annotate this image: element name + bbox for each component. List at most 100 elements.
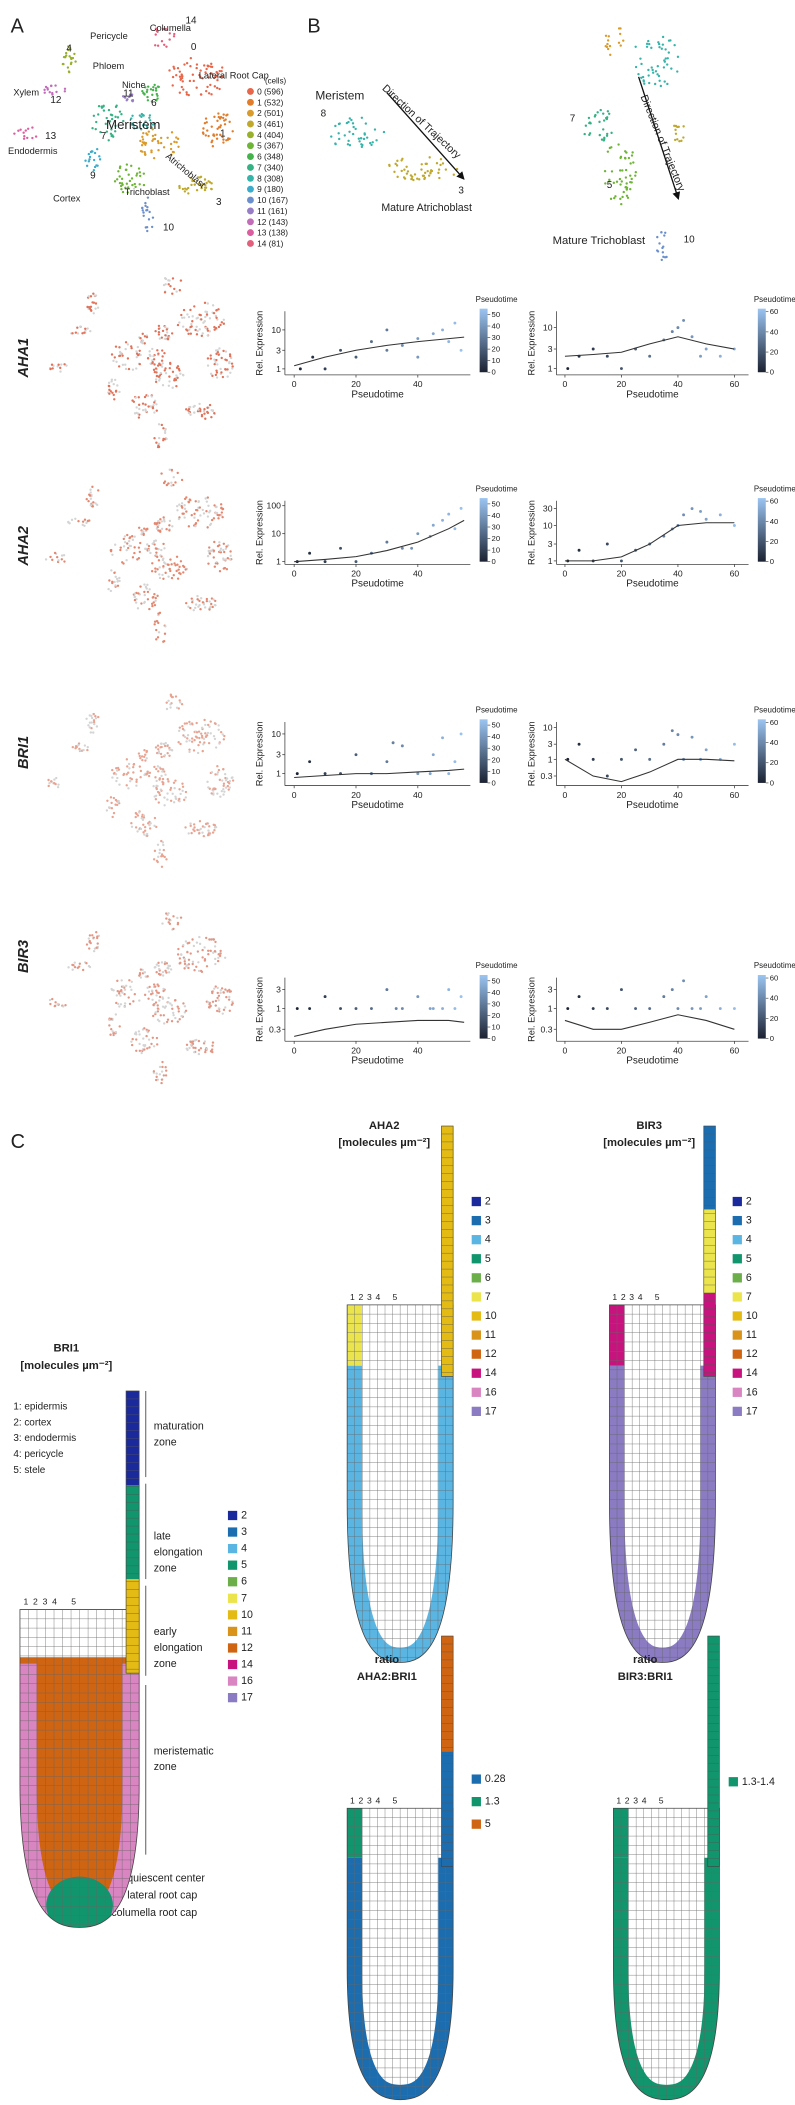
data-point (676, 326, 680, 330)
cell-dot (178, 571, 181, 575)
cell-dot (116, 580, 119, 583)
cell-dot (206, 334, 209, 337)
root-title: AHA2:BRI1 (357, 1671, 417, 1683)
cell-dot (95, 503, 99, 507)
cell-dot (160, 423, 164, 427)
panel-label: C (11, 1131, 25, 1153)
cell-dot (220, 356, 223, 360)
colorbar-tick-label: 10 (492, 767, 501, 776)
cell-dot (178, 289, 182, 292)
cell-dot (223, 566, 227, 570)
cell-dot (214, 599, 217, 603)
cell-dot (143, 825, 147, 829)
root-title: ratio (375, 1654, 400, 1666)
cell-dot (157, 631, 161, 634)
cell-dot (168, 529, 171, 532)
cell-dot (168, 69, 171, 72)
cell-dot (129, 985, 132, 988)
cell-dot (214, 1004, 217, 1007)
cell-dot (171, 277, 175, 280)
column-label: 5 (71, 1597, 76, 1607)
cell-dot (81, 332, 84, 335)
cell-dot (152, 595, 155, 599)
cell-dot (420, 163, 423, 166)
cell-dot (196, 598, 199, 601)
trajectory-label: Direction of Trajectory (638, 93, 688, 194)
cell-dot (92, 301, 96, 304)
cell-dot (218, 570, 222, 573)
cell-dot (182, 1002, 185, 1005)
cell-dot (217, 956, 220, 959)
cell-dot (90, 309, 93, 312)
cell-dot (124, 367, 128, 371)
cell-dot (187, 832, 190, 835)
cell-dot (228, 137, 231, 141)
cell-dot (167, 482, 170, 485)
data-point (662, 742, 666, 746)
colorbar-tick-label: 60 (770, 497, 779, 506)
cell-dot (154, 378, 158, 381)
cell-dot (134, 815, 137, 819)
colorbar-tick-label: 20 (492, 1011, 501, 1020)
cell-dot (118, 390, 121, 394)
cell-dot (51, 93, 54, 96)
cell-dot (192, 1046, 195, 1049)
cell-dot (218, 87, 221, 91)
cell-dot (195, 66, 198, 70)
cell-dot (140, 817, 143, 820)
cell-dot (214, 373, 218, 377)
cell-dot (184, 826, 187, 829)
cell-dot (212, 823, 215, 826)
data-point (605, 774, 609, 778)
cell-dot (160, 520, 164, 523)
x-tick-label: 20 (617, 379, 627, 389)
y-tick-label: 10 (271, 325, 281, 335)
cell-dot (211, 605, 214, 609)
cell-dot (131, 556, 135, 559)
cell-dot (231, 779, 235, 782)
cell-dot (213, 603, 217, 607)
root-strip-outline (703, 1125, 716, 1377)
cell-dot (138, 973, 142, 976)
cell-dot (338, 122, 341, 125)
cell-dot (172, 65, 175, 68)
cell-dot (143, 833, 146, 836)
cell-dot (168, 366, 171, 370)
cell-dot (348, 130, 351, 134)
cell-dot (199, 93, 203, 96)
cell-dot (177, 568, 180, 571)
cell-dot (213, 85, 217, 88)
root (347, 1808, 454, 2100)
cell-dot (170, 153, 173, 156)
x-axis-label: Pseudotime (626, 389, 679, 400)
cell-dot (168, 519, 172, 523)
cluster-number: 3 (216, 197, 222, 208)
cell-dot (207, 92, 211, 95)
data-point (732, 742, 736, 746)
cell-dot (216, 86, 219, 90)
cell-dot (178, 1018, 181, 1021)
cell-dot (190, 737, 194, 740)
colorbar-title: Pseudotime (476, 484, 519, 493)
cell-dot (183, 957, 186, 961)
cell-dot (187, 186, 190, 190)
y-tick-label: 0.3 (541, 771, 553, 781)
cell-dot (143, 335, 147, 338)
root-strip-segment (441, 1126, 454, 1377)
cell-dot (210, 187, 213, 191)
x-tick-label: 40 (413, 379, 423, 389)
cell-dot (141, 342, 144, 345)
colorbar-tick-label: 50 (492, 310, 501, 319)
tissue-label: Endodermis (8, 146, 58, 156)
cell-dot (212, 793, 215, 796)
cell-dot (63, 90, 67, 93)
cell-dot (221, 508, 224, 511)
cell-dot (207, 786, 210, 789)
cell-dot (148, 823, 151, 827)
cell-dot (621, 169, 624, 172)
cell-dot (214, 360, 217, 364)
colorbar-tick-label: 20 (492, 534, 501, 543)
cell-dot (156, 636, 160, 639)
cell-dot (345, 121, 349, 125)
cell-dot (133, 535, 136, 538)
